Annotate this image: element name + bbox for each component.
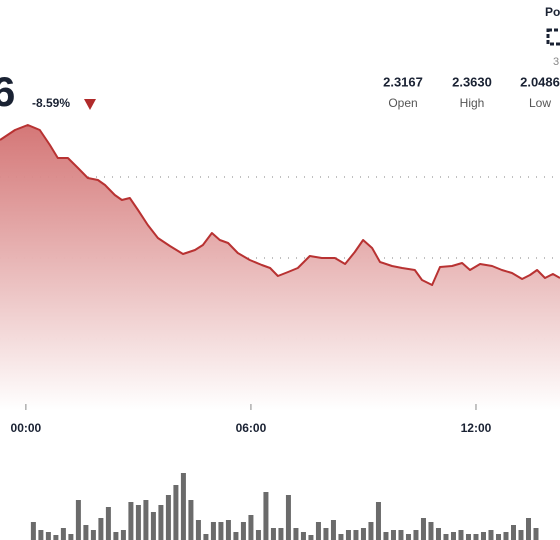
volume-bar	[128, 502, 134, 540]
volume-bar	[308, 535, 314, 540]
down-arrow	[84, 99, 96, 110]
volume-bar	[375, 502, 381, 540]
volume-bar	[518, 530, 524, 540]
volume-bar	[195, 520, 201, 540]
volume-bar	[405, 534, 411, 540]
volume-bar	[75, 500, 81, 540]
stat-value: 2.0486	[520, 74, 560, 89]
price-change: -8.59%	[32, 96, 70, 110]
volume-bar	[473, 534, 479, 540]
volume-bar	[300, 532, 306, 540]
volume-bar	[270, 528, 276, 540]
volume-bar	[525, 518, 531, 540]
volume-bar	[120, 530, 126, 540]
volume-bar	[383, 532, 389, 540]
volume-bar	[533, 528, 539, 540]
volume-bar	[60, 528, 66, 540]
volume-bar	[413, 530, 419, 540]
corner-title: Po	[545, 5, 560, 19]
volume-bar	[45, 532, 51, 540]
volume-bar	[233, 532, 239, 540]
volume-bar	[435, 528, 441, 540]
volume-bar	[450, 532, 456, 540]
volume-bar	[458, 530, 464, 540]
stat-label: Open	[388, 96, 417, 110]
volume-bar	[30, 522, 36, 540]
stats: 2.3167 Open 2.3630 High 2.0486 Low	[383, 74, 560, 110]
volume-bar	[323, 528, 329, 540]
volume-bar	[90, 530, 96, 540]
volume-bar	[368, 522, 374, 540]
volume-bar	[38, 530, 44, 540]
area-fill	[0, 125, 560, 410]
price-line	[0, 124, 560, 286]
volume-bar	[398, 530, 404, 540]
x-tick-label: 00:00	[11, 421, 42, 435]
volume-bar	[135, 505, 141, 540]
volume-bar	[293, 528, 299, 540]
x-tick-label: 06:00	[236, 421, 267, 435]
volume-bar	[278, 528, 284, 540]
volume-bar	[188, 500, 194, 540]
volume-bar	[488, 530, 494, 540]
volume-bar	[225, 520, 231, 540]
volume-bar	[338, 534, 344, 540]
volume-bar	[105, 507, 111, 540]
volume-bar	[218, 522, 224, 540]
volume-bar	[83, 525, 89, 540]
volume-bar	[68, 534, 74, 540]
volume-bar	[330, 520, 336, 540]
volume-bar	[480, 532, 486, 540]
volume-bar	[285, 495, 291, 540]
volume-bar	[143, 500, 149, 540]
stat-value: 2.3630	[452, 74, 492, 89]
volume-bar	[240, 522, 246, 540]
volume-bar	[360, 528, 366, 540]
plot: 00:00 06:00 12:00	[0, 124, 560, 540]
volume-bar	[420, 518, 426, 540]
volume-bar	[203, 534, 209, 540]
volume-bar	[353, 530, 359, 540]
volume-bar	[150, 512, 156, 540]
volume-bar	[465, 534, 471, 540]
volume-bar	[315, 522, 321, 540]
volume-bar	[390, 530, 396, 540]
volume-bar	[98, 518, 104, 540]
volume-bar	[510, 525, 516, 540]
volume-bar	[255, 530, 261, 540]
volume-bar	[495, 534, 501, 540]
volume-bar	[443, 534, 449, 540]
volume-bar	[165, 495, 171, 540]
volume-bar	[248, 515, 254, 540]
volume-bar	[53, 535, 59, 540]
stat-value: 2.3167	[383, 74, 423, 89]
volume-bar	[113, 532, 119, 540]
current-price: 6	[0, 68, 15, 115]
volume-bar	[345, 530, 351, 540]
volume-bar	[263, 492, 269, 540]
volume-bar	[158, 505, 164, 540]
volume-bar	[428, 522, 434, 540]
volume-bar	[180, 473, 186, 540]
volume-bar	[210, 522, 216, 540]
corner-icon	[546, 28, 560, 46]
stat-label: High	[460, 96, 485, 110]
stat-label: Low	[529, 96, 551, 110]
x-tick-label: 12:00	[461, 421, 492, 435]
corner-note: 3	[553, 56, 559, 68]
volume-bar	[503, 532, 509, 540]
volume-bar	[173, 485, 179, 540]
